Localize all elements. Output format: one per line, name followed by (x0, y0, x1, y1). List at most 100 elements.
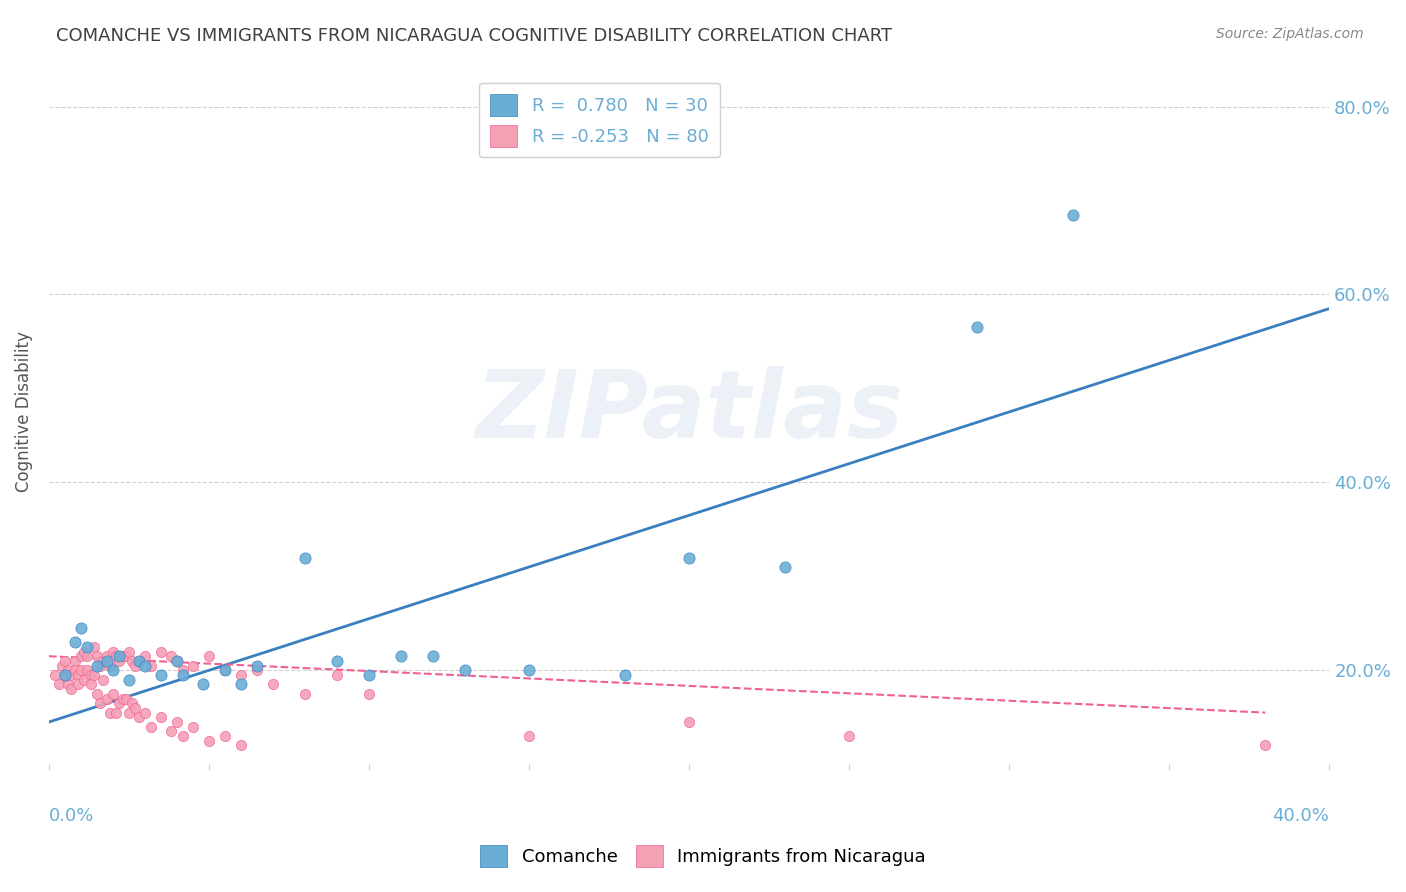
Point (614, 668, 637, 682)
Point (96, 654, 118, 668)
Point (172, 663, 194, 677)
Point (79, 668, 101, 682)
Point (96, 691, 118, 706)
Point (150, 710, 173, 724)
Point (229, 739, 252, 753)
Point (1062, 208, 1084, 222)
Point (159, 649, 181, 664)
Point (101, 687, 124, 701)
Point (150, 644, 173, 658)
Point (966, 320, 988, 334)
Point (121, 696, 143, 710)
Point (214, 663, 236, 677)
Point (517, 729, 540, 743)
Text: ZIPatlas: ZIPatlas (475, 366, 903, 458)
Point (70, 649, 93, 664)
Point (60, 682, 83, 697)
Legend: Comanche, Immigrants from Nicaragua: Comanche, Immigrants from Nicaragua (472, 838, 934, 874)
Point (79, 677, 101, 691)
Point (246, 663, 269, 677)
Point (198, 733, 221, 747)
Point (53, 668, 76, 682)
Legend: R =  0.780   N = 30, R = -0.253   N = 80: R = 0.780 N = 30, R = -0.253 N = 80 (479, 83, 720, 158)
Point (357, 668, 380, 682)
Point (118, 644, 141, 658)
Point (101, 644, 124, 658)
Point (678, 550, 700, 565)
Point (56, 677, 79, 691)
Point (66, 677, 89, 691)
Text: Source: ZipAtlas.com: Source: ZipAtlas.com (1216, 27, 1364, 41)
Point (422, 649, 444, 664)
Point (121, 654, 143, 668)
Point (108, 649, 131, 664)
Point (101, 663, 124, 677)
Point (389, 649, 412, 664)
Point (111, 691, 134, 706)
Point (53, 654, 76, 668)
Point (214, 729, 236, 743)
Point (73, 673, 96, 687)
Point (326, 668, 349, 682)
Point (229, 668, 252, 682)
Point (86, 687, 108, 701)
Point (262, 677, 284, 691)
Text: 40.0%: 40.0% (1272, 806, 1329, 824)
Point (70, 621, 93, 635)
Point (294, 687, 316, 701)
Point (214, 663, 236, 677)
Point (70, 663, 93, 677)
Point (89, 658, 111, 673)
Point (181, 658, 204, 673)
Point (229, 677, 252, 691)
Point (108, 696, 131, 710)
Point (517, 663, 540, 677)
Point (118, 706, 141, 720)
Point (172, 729, 194, 743)
Text: 0.0%: 0.0% (49, 806, 94, 824)
Point (73, 644, 96, 658)
Point (838, 729, 860, 743)
Point (124, 658, 146, 673)
Point (166, 654, 188, 668)
Point (773, 560, 796, 574)
Point (86, 649, 108, 664)
Point (134, 649, 156, 664)
Y-axis label: Cognitive Disability: Cognitive Disability (15, 332, 32, 492)
Point (98, 658, 121, 673)
Point (134, 658, 156, 673)
Point (53, 668, 76, 682)
Point (124, 701, 146, 715)
Point (128, 654, 150, 668)
Point (114, 691, 136, 706)
Point (93, 654, 115, 668)
Point (134, 706, 156, 720)
Point (60, 668, 83, 682)
Point (83, 668, 105, 682)
Point (63, 654, 86, 668)
Point (294, 550, 316, 565)
Point (111, 649, 134, 664)
Point (166, 714, 188, 729)
Point (326, 654, 349, 668)
Point (1254, 739, 1277, 753)
Point (159, 724, 181, 739)
Point (114, 649, 136, 664)
Point (191, 677, 214, 691)
Point (128, 654, 150, 668)
Point (678, 714, 700, 729)
Point (454, 663, 477, 677)
Point (181, 720, 204, 734)
Point (76, 640, 98, 654)
Point (246, 658, 269, 673)
Point (66, 668, 89, 682)
Text: COMANCHE VS IMMIGRANTS FROM NICARAGUA COGNITIVE DISABILITY CORRELATION CHART: COMANCHE VS IMMIGRANTS FROM NICARAGUA CO… (56, 27, 893, 45)
Point (141, 658, 163, 673)
Point (108, 654, 131, 668)
Point (96, 649, 118, 664)
Point (86, 658, 108, 673)
Point (166, 654, 188, 668)
Point (172, 668, 194, 682)
Point (51, 658, 73, 673)
Point (44, 668, 66, 682)
